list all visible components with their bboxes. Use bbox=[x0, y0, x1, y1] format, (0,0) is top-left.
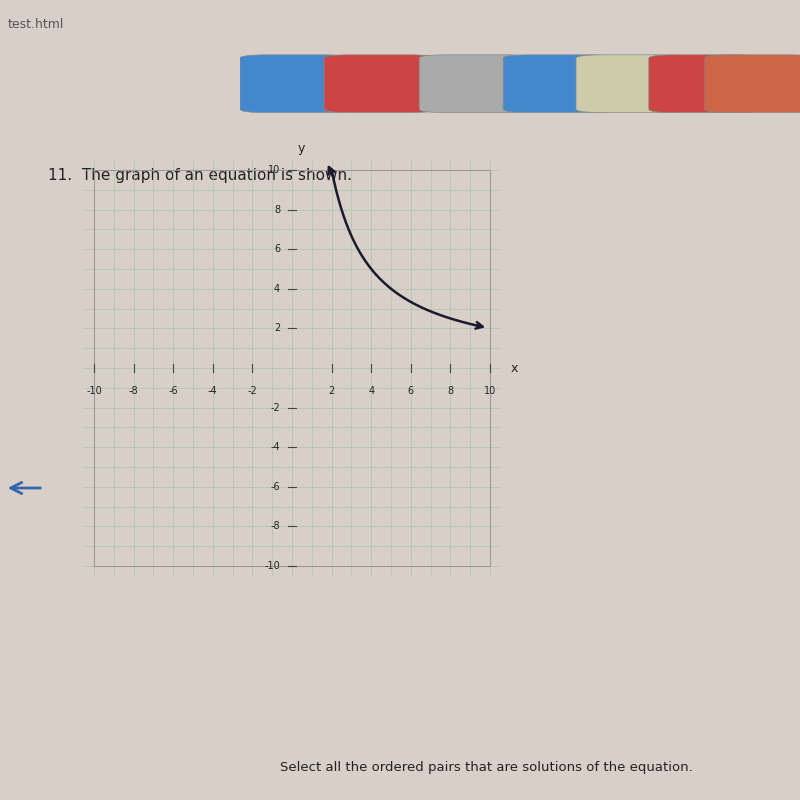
FancyBboxPatch shape bbox=[503, 54, 615, 113]
FancyBboxPatch shape bbox=[576, 54, 688, 113]
FancyBboxPatch shape bbox=[705, 54, 800, 113]
Text: -6: -6 bbox=[168, 386, 178, 396]
Text: 4: 4 bbox=[368, 386, 374, 396]
Text: -4: -4 bbox=[208, 386, 218, 396]
FancyBboxPatch shape bbox=[649, 54, 761, 113]
Text: -2: -2 bbox=[270, 402, 280, 413]
Text: -10: -10 bbox=[264, 561, 280, 571]
Text: -6: -6 bbox=[270, 482, 280, 492]
Text: 6: 6 bbox=[408, 386, 414, 396]
Text: 4: 4 bbox=[274, 284, 280, 294]
Text: -10: -10 bbox=[86, 386, 102, 396]
Text: -8: -8 bbox=[270, 522, 280, 531]
Text: 2: 2 bbox=[274, 323, 280, 334]
Text: 8: 8 bbox=[274, 205, 280, 214]
Text: Select all the ordered pairs that are solutions of the equation.: Select all the ordered pairs that are so… bbox=[280, 761, 693, 774]
Text: -2: -2 bbox=[247, 386, 258, 396]
FancyBboxPatch shape bbox=[240, 54, 352, 113]
Text: 11.  The graph of an equation is shown.: 11. The graph of an equation is shown. bbox=[48, 167, 352, 182]
Text: y: y bbox=[298, 142, 306, 154]
Text: 6: 6 bbox=[274, 244, 280, 254]
Text: x: x bbox=[510, 362, 518, 374]
FancyBboxPatch shape bbox=[419, 54, 531, 113]
Text: 10: 10 bbox=[268, 165, 280, 175]
Text: test.html: test.html bbox=[8, 18, 64, 30]
Text: 10: 10 bbox=[484, 386, 496, 396]
Text: 8: 8 bbox=[447, 386, 454, 396]
Text: 2: 2 bbox=[329, 386, 334, 396]
Text: -8: -8 bbox=[129, 386, 138, 396]
Text: -4: -4 bbox=[270, 442, 280, 452]
FancyBboxPatch shape bbox=[324, 54, 436, 113]
